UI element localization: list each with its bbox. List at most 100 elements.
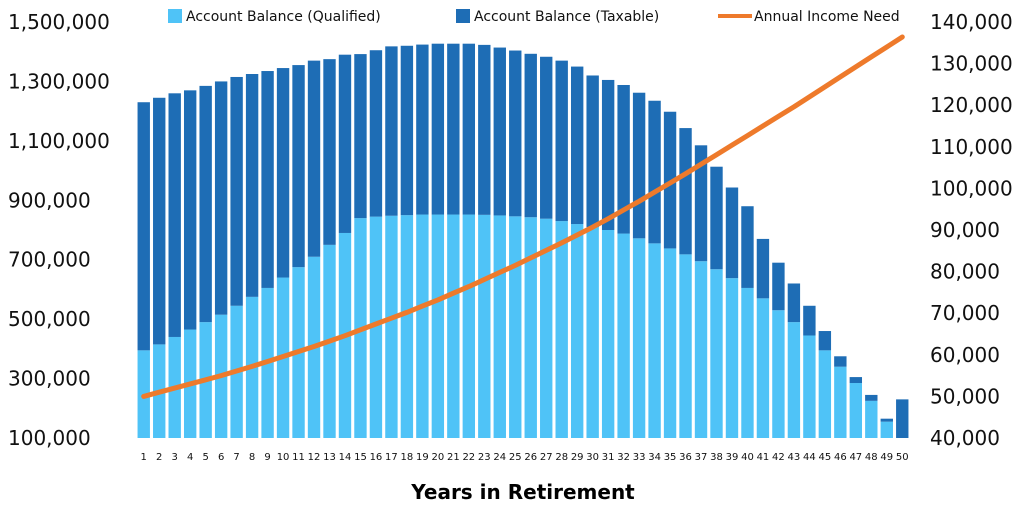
bar-taxable-year-12	[307, 60, 321, 257]
bar-taxable-year-26	[524, 53, 537, 218]
bar-qualified-year-44	[803, 335, 816, 438]
x-tick-label: 36	[679, 452, 692, 463]
y-right-tick-label: 80,000	[930, 260, 1000, 284]
bar-taxable-year-48	[865, 394, 878, 401]
bar-qualified-year-45	[818, 350, 832, 438]
x-tick-label: 32	[617, 452, 630, 463]
bar-taxable-year-46	[834, 356, 847, 367]
x-tick-label: 40	[741, 452, 754, 463]
x-tick-label: 15	[354, 452, 367, 463]
x-axis-title: Years in Retirement	[410, 480, 635, 504]
bar-taxable-year-37	[694, 145, 708, 262]
income-line	[141, 34, 905, 399]
x-tick-label: 34	[648, 452, 661, 463]
bar-taxable-year-33	[632, 92, 646, 239]
x-tick-label: 20	[431, 452, 444, 463]
y-right-tick-label: 140,000	[930, 10, 1013, 34]
legend-label-taxable: Account Balance (Taxable)	[474, 9, 659, 25]
x-tick-label: 29	[571, 452, 584, 463]
y-left-tick-label: 700,000	[8, 248, 91, 272]
x-tick-label: 42	[772, 452, 785, 463]
x-tick-label: 38	[710, 452, 723, 463]
bar-taxable-year-2	[153, 97, 166, 345]
bar-qualified-year-17	[385, 215, 398, 438]
x-tick-label: 49	[880, 452, 893, 463]
bar-qualified-year-43	[787, 322, 801, 438]
bar-taxable-year-44	[803, 305, 816, 336]
x-tick-label: 24	[493, 452, 506, 463]
bar-taxable-year-30	[586, 75, 599, 228]
bar-taxable-year-42	[772, 262, 785, 311]
y-axis-left: 100,000 300,000 500,000 700,000 900,000 1,100…	[8, 10, 110, 450]
x-tick-label: 26	[524, 452, 537, 463]
bar-taxable-year-31	[601, 79, 615, 230]
bar-taxable-year-49	[880, 418, 893, 422]
y-left-tick-label: 1,300,000	[8, 69, 110, 93]
y-left-tick-label: 500,000	[8, 307, 91, 331]
y-right-tick-label: 40,000	[930, 426, 1000, 450]
bar-qualified-year-36	[679, 254, 692, 438]
y-left-tick-label: 1,500,000	[8, 10, 110, 34]
bar-qualified-year-47	[849, 383, 863, 438]
x-tick-label: 14	[339, 452, 352, 463]
y-right-tick-label: 100,000	[930, 176, 1013, 200]
x-tick-label: 33	[633, 452, 646, 463]
bar-taxable-year-50	[896, 399, 909, 438]
bar-qualified-year-31	[601, 230, 615, 438]
y-left-tick-label: 1,100,000	[8, 129, 110, 153]
x-tick-label: 17	[385, 452, 398, 463]
bar-taxable-year-1	[137, 102, 150, 351]
y-left-tick-label: 900,000	[8, 188, 91, 212]
y-right-tick-label: 130,000	[930, 52, 1013, 76]
y-right-tick-label: 120,000	[930, 93, 1013, 117]
bar-qualified-year-29	[570, 224, 584, 438]
bar-taxable-year-14	[338, 54, 352, 233]
x-tick-label: 13	[323, 452, 336, 463]
bar-taxable-year-9	[261, 71, 274, 288]
bar-qualified-year-38	[710, 269, 723, 438]
y-axis-right: 40,000 50,000 60,000 70,000 80,000 90,000 100,…	[930, 10, 1013, 450]
x-tick-label: 48	[865, 452, 878, 463]
bar-qualified-year-42	[772, 310, 785, 438]
bar-taxable-year-17	[385, 46, 398, 216]
bar-qualified-year-27	[540, 218, 553, 438]
bar-qualified-year-19	[416, 214, 429, 438]
y-left-tick-label: 100,000	[8, 426, 91, 450]
bar-taxable-year-36	[679, 128, 692, 255]
legend: Account Balance (Qualified) Account Bala…	[168, 9, 900, 25]
bar-qualified-year-40	[741, 287, 754, 438]
bar-qualified-year-34	[648, 243, 661, 438]
x-tick-label: 4	[187, 452, 193, 463]
bar-qualified-year-39	[725, 278, 739, 438]
bar-qualified-year-37	[694, 261, 708, 438]
bar-taxable-year-20	[431, 43, 445, 215]
x-tick-label: 39	[726, 452, 739, 463]
bar-taxable-year-6	[214, 81, 228, 315]
bar-taxable-year-23	[478, 44, 491, 215]
legend-swatch-taxable	[456, 9, 470, 23]
bar-taxable-year-22	[462, 43, 476, 215]
y-right-tick-label: 50,000	[930, 384, 1000, 408]
bar-qualified-year-35	[663, 248, 677, 438]
bar-taxable-year-38	[710, 166, 723, 270]
x-tick-label: 43	[788, 452, 801, 463]
bar-qualified-year-26	[524, 217, 537, 438]
bar-taxable-year-40	[741, 206, 754, 288]
y-right-tick-label: 70,000	[930, 301, 1000, 325]
bar-taxable-year-5	[199, 85, 212, 323]
bar-taxable-year-43	[787, 283, 801, 323]
y-right-tick-label: 60,000	[930, 343, 1000, 367]
bar-qualified-year-33	[632, 238, 646, 438]
x-tick-label: 31	[602, 452, 615, 463]
x-tick-label: 5	[202, 452, 208, 463]
x-tick-label: 8	[249, 452, 255, 463]
bar-taxable-year-10	[276, 68, 290, 278]
bar-qualified-year-16	[369, 216, 383, 438]
x-tick-label: 6	[218, 452, 224, 463]
x-tick-label: 35	[664, 452, 677, 463]
bar-taxable-year-8	[245, 74, 259, 297]
x-tick-label: 9	[264, 452, 270, 463]
bar-taxable-year-18	[400, 45, 414, 216]
x-tick-label: 22	[462, 452, 475, 463]
bar-qualified-year-46	[834, 366, 847, 438]
